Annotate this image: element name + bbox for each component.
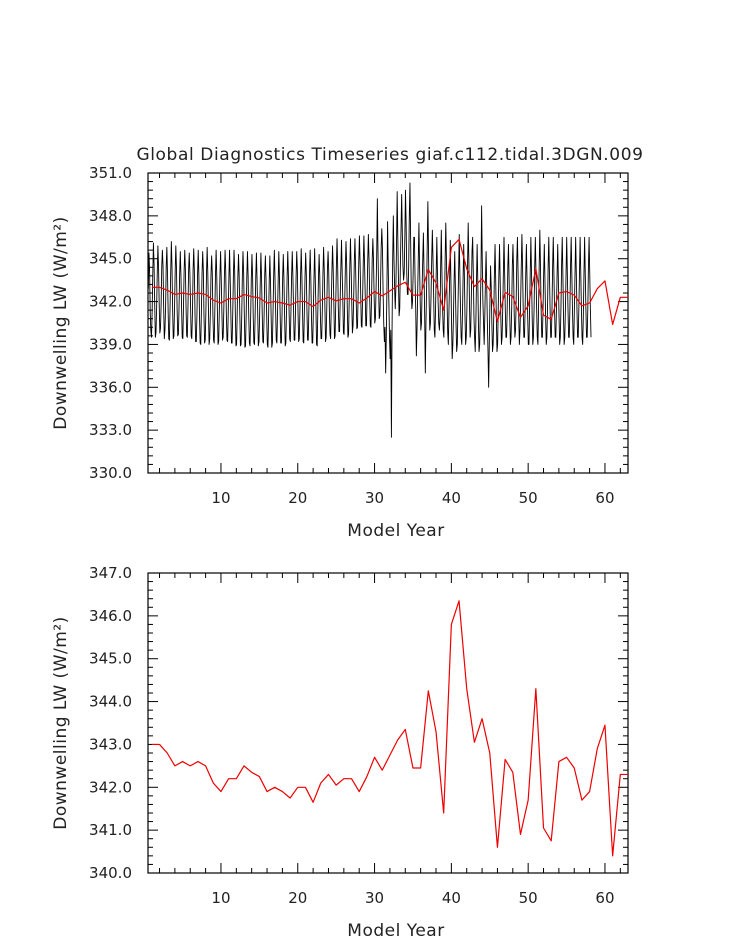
top-x-tick-label: 50 <box>519 489 538 507</box>
bottom-x-tick-label: 30 <box>365 889 384 907</box>
top-series-annual-line <box>151 238 628 326</box>
bottom-x-tick-label: 60 <box>595 889 614 907</box>
top-y-tick-label: 345.0 <box>89 250 132 268</box>
top-x-tick-label: 30 <box>365 489 384 507</box>
top-x-tick-label: 40 <box>442 489 461 507</box>
bottom-plot-frame <box>147 572 629 874</box>
bottom-y-tick-label: 347.0 <box>89 564 132 582</box>
bottom-y-tick-label: 346.0 <box>89 607 132 625</box>
top-y-axis-label: Downwelling LW (W/m²) <box>51 216 71 429</box>
bottom-x-tick-label: 40 <box>442 889 461 907</box>
bottom-y-tick-label: 340.0 <box>89 864 132 882</box>
top-y-tick-label: 351.0 <box>89 164 132 182</box>
bottom-y-tick-label: 345.0 <box>89 650 132 668</box>
bottom-y-tick-label: 343.0 <box>89 735 132 753</box>
top-y-tick-label: 342.0 <box>89 293 132 311</box>
top-y-tick-label: 348.0 <box>89 207 132 225</box>
top-y-tick-label: 336.0 <box>89 378 132 396</box>
top-y-tick-label: 333.0 <box>89 421 132 439</box>
top-y-tick-label: 330.0 <box>89 464 132 482</box>
top-x-tick-label: 10 <box>211 489 230 507</box>
bottom-chart: 10 20 30 40 50 60 340.0 341.0 342.0 343.0 344.0 345… <box>51 564 629 941</box>
top-x-tick-label: 60 <box>595 489 614 507</box>
bottom-x-axis-label: Model Year <box>347 921 444 941</box>
bottom-x-tick-label: 50 <box>519 889 538 907</box>
bottom-y-axis-label: Downwelling LW (W/m²) <box>51 616 71 829</box>
bottom-y-tick-label: 342.0 <box>89 778 132 796</box>
bottom-y-tick-label: 341.0 <box>89 821 132 839</box>
bottom-y-tick-label: 344.0 <box>89 693 132 711</box>
top-y-tick-label: 339.0 <box>89 335 132 353</box>
top-chart: 10 20 30 40 50 60 330.0 333.0 336.0 339.0 342.0 345… <box>51 164 629 541</box>
top-x-tick-label: 20 <box>288 489 307 507</box>
top-plot-frame <box>147 172 629 474</box>
top-x-axis-label: Model Year <box>347 521 444 541</box>
chart-title: Global Diagnostics Timeseries giaf.c112.… <box>136 145 643 165</box>
bottom-x-tick-label: 10 <box>211 889 230 907</box>
bottom-x-tick-label: 20 <box>288 889 307 907</box>
bottom-series-annual-line <box>151 600 628 857</box>
